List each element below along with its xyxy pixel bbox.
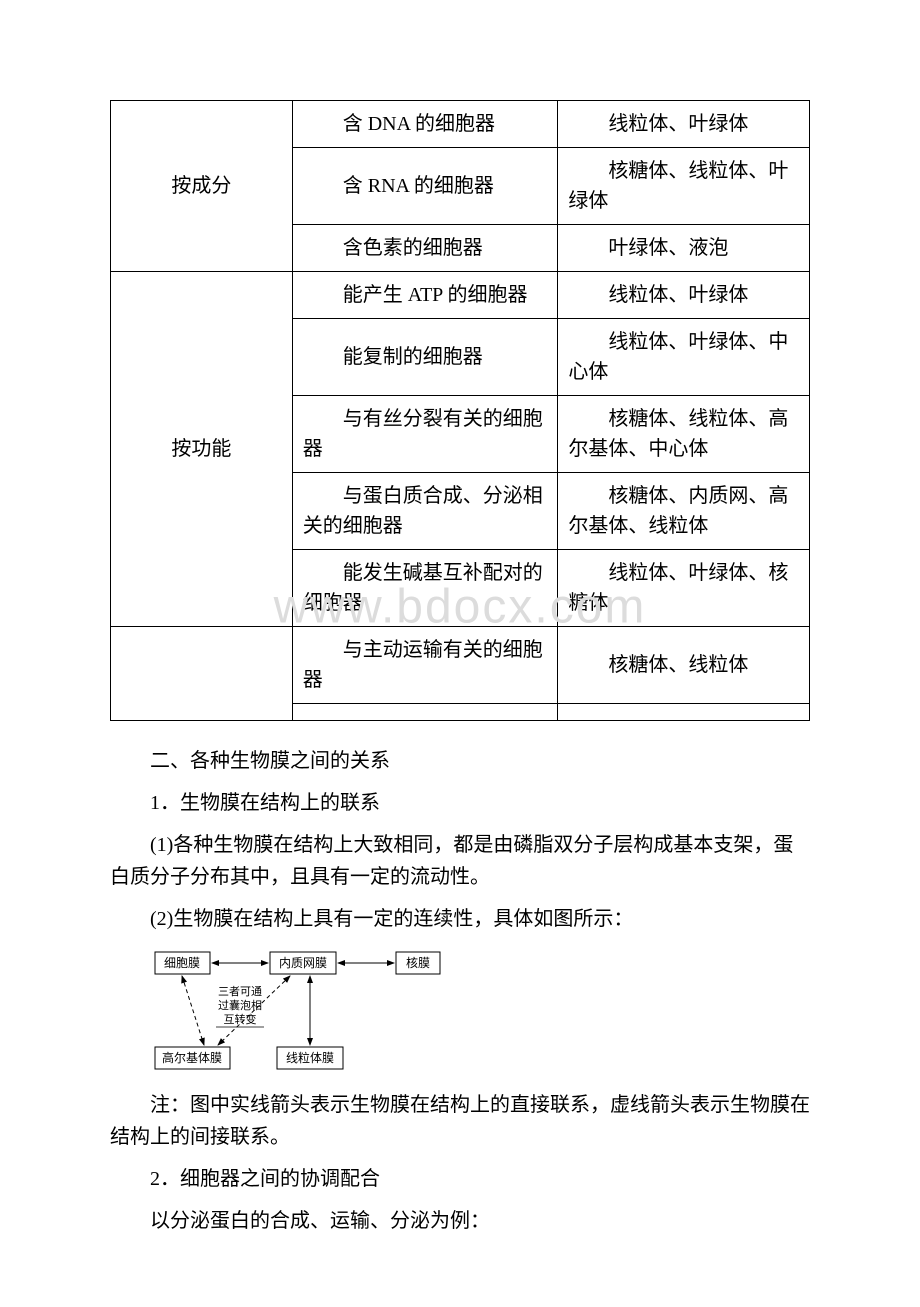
criterion-text: 与主动运输有关的细胞器 <box>303 639 543 691</box>
paragraph: 以分泌蛋白的合成、运输、分泌为例： <box>110 1205 810 1237</box>
organelle-cell <box>558 704 810 721</box>
organelle-cell: 核糖体、线粒体、高尔基体、中心体 <box>558 396 810 473</box>
criterion-cell: 能复制的细胞器 <box>292 319 558 396</box>
organelle-cell: 核糖体、内质网、高尔基体、线粒体 <box>558 473 810 550</box>
criterion-cell: 含色素的细胞器 <box>292 225 558 272</box>
criterion-cell: 含 DNA 的细胞器 <box>292 101 558 148</box>
diagram-box-er-membrane: 内质网膜 <box>279 956 327 970</box>
group-label <box>111 627 293 721</box>
diagram-box-cell-membrane: 细胞膜 <box>164 956 200 970</box>
organelle-classification-table-wrap: 按成分 含 DNA 的细胞器 线粒体、叶绿体 含 RNA 的细胞器 核糖体、线粒… <box>110 100 810 721</box>
diagram-mid-text-3: 互转变 <box>224 1012 257 1026</box>
organelle-cell: 叶绿体、液泡 <box>558 225 810 272</box>
diagram-box-mito-membrane: 线粒体膜 <box>286 1050 334 1065</box>
organelle-cell: 线粒体、叶绿体 <box>558 101 810 148</box>
organelle-cell: 核糖体、线粒体 <box>558 627 810 704</box>
subsection-heading: 1．生物膜在结构上的联系 <box>110 787 810 819</box>
organelle-cell: 线粒体、叶绿体、核糖体 <box>558 550 810 627</box>
table-row: 按成分 含 DNA 的细胞器 线粒体、叶绿体 <box>111 101 810 148</box>
group-label: 按功能 <box>111 272 293 627</box>
criterion-cell: 含 RNA 的细胞器 <box>292 148 558 225</box>
organelle-cell: 线粒体、叶绿体 <box>558 272 810 319</box>
diagram-note: 注：图中实线箭头表示生物膜在结构上的直接联系，虚线箭头表示生物膜在结构上的间接联… <box>110 1089 810 1153</box>
subsection-heading: 2．细胞器之间的协调配合 <box>110 1163 810 1195</box>
table-row: 与主动运输有关的细胞器 核糖体、线粒体 <box>111 627 810 704</box>
criterion-cell: 能产生 ATP 的细胞器 <box>292 272 558 319</box>
criterion-cell: 与蛋白质合成、分泌相关的细胞器 <box>292 473 558 550</box>
criterion-cell: 与主动运输有关的细胞器 <box>292 627 558 704</box>
table-row: 按功能 能产生 ATP 的细胞器 线粒体、叶绿体 <box>111 272 810 319</box>
organelle-classification-table: 按成分 含 DNA 的细胞器 线粒体、叶绿体 含 RNA 的细胞器 核糖体、线粒… <box>110 100 810 721</box>
paragraph: (2)生物膜在结构上具有一定的连续性，具体如图所示： <box>110 903 810 935</box>
paragraph: (1)各种生物膜在结构上大致相同，都是由磷脂双分子层构成基本支架，蛋白质分子分布… <box>110 829 810 893</box>
criterion-cell: 与有丝分裂有关的细胞器 <box>292 396 558 473</box>
organelle-cell: 核糖体、线粒体、叶绿体 <box>558 148 810 225</box>
membrane-diagram-svg: 细胞膜 内质网膜 核膜 高尔基体膜 线粒体膜 三者可通 过囊泡相 互转变 <box>150 947 470 1077</box>
membrane-diagram: 细胞膜 内质网膜 核膜 高尔基体膜 线粒体膜 三者可通 过囊泡相 互转变 <box>150 947 810 1077</box>
diagram-mid-text-1: 三者可通 <box>218 985 262 998</box>
diagram-box-nuclear-membrane: 核膜 <box>406 956 430 970</box>
organelle-cell: 线粒体、叶绿体、中心体 <box>558 319 810 396</box>
group-label: 按成分 <box>111 101 293 272</box>
diagram-mid-text-2: 过囊泡相 <box>218 998 262 1012</box>
criterion-cell <box>292 704 558 721</box>
section-heading: 二、各种生物膜之间的关系 <box>110 745 810 777</box>
criterion-cell: 能发生碱基互补配对的细胞器 <box>292 550 558 627</box>
diagram-box-golgi-membrane: 高尔基体膜 <box>162 1050 222 1065</box>
